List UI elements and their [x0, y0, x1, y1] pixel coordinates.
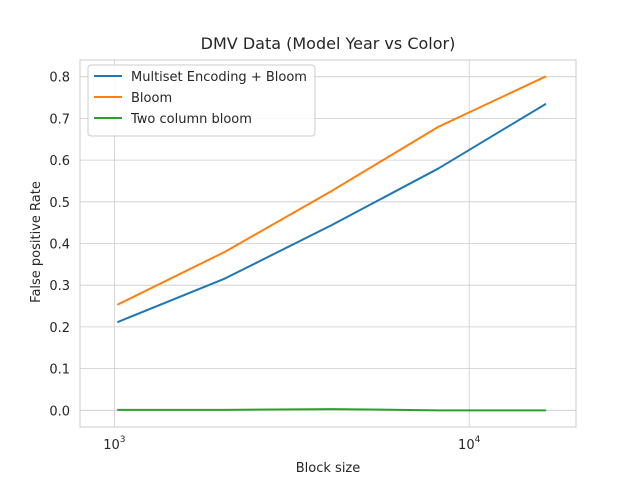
chart-title: DMV Data (Model Year vs Color)	[201, 34, 456, 53]
series-line-3	[117, 408, 547, 412]
y-tick-label: 0.7	[49, 112, 70, 127]
y-tick-label: 0.1	[49, 363, 70, 378]
series-line-1	[117, 103, 547, 323]
legend-entry: Two column bloom	[130, 112, 252, 127]
y-tick-label: 0.2	[49, 321, 70, 336]
y-tick-label: 0.3	[49, 279, 70, 294]
legend: Multiset Encoding + Bloom Bloom Two column…	[87, 64, 316, 137]
legend-entry: Bloom	[131, 91, 172, 106]
plot-frame	[79, 59, 577, 428]
tick-labels: 0.0 0.1 0.2 0.3 0.4 0.5 0.6 0.7 0.8 103 104	[49, 71, 480, 453]
series-lines	[117, 75, 547, 412]
y-tick-label: 0.0	[49, 404, 70, 419]
legend-frame	[87, 64, 316, 137]
x-axis-label: Block size	[296, 461, 361, 476]
y-tick-label: 0.5	[49, 196, 70, 211]
x-tick-label: 103	[103, 435, 125, 453]
y-tick-label: 0.8	[49, 71, 70, 86]
legend-entry: Multiset Encoding + Bloom	[131, 70, 307, 85]
y-tick-label: 0.6	[49, 154, 70, 169]
y-axis-label: False positive Rate	[29, 181, 44, 303]
x-tick-label: 104	[458, 435, 481, 453]
series-line-2	[117, 75, 547, 306]
y-tick-label: 0.4	[49, 238, 70, 253]
